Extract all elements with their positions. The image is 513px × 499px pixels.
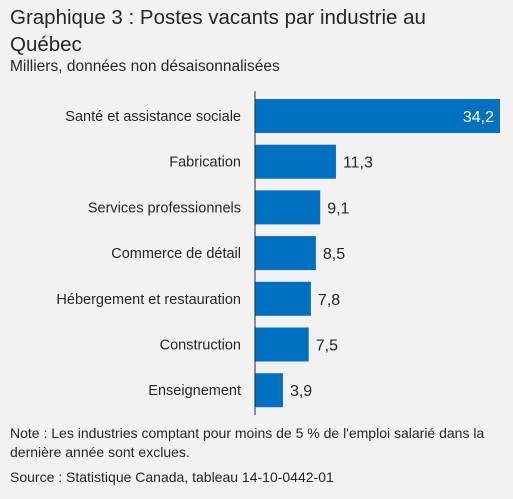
chart-subtitle: Milliers, données non désaisonnalisées (10, 58, 280, 75)
bar-chart: Santé et assistance sociale 34,2 Fabricati… (56, 91, 500, 416)
value-label: 34,2 (463, 109, 494, 126)
category-label: Santé et assistance sociale (65, 109, 241, 125)
category-label: Services professionnels (88, 200, 241, 216)
bar (255, 190, 321, 225)
category-label: Enseignement (148, 383, 241, 399)
category-label: Commerce de détail (111, 246, 241, 262)
bar (255, 327, 309, 362)
category-label: Fabrication (169, 155, 241, 171)
chart-note: Note : Les industries comptant pour moin… (10, 425, 485, 460)
bar (255, 99, 500, 133)
bar (255, 236, 316, 271)
category-label: Hébergement et restauration (56, 292, 241, 308)
value-label: 8,5 (323, 246, 345, 263)
category-label: Construction (160, 338, 241, 354)
value-label: 9,1 (327, 200, 349, 217)
bar (255, 373, 283, 408)
bar (255, 281, 311, 316)
value-label: 3,9 (290, 383, 312, 400)
value-label: 7,8 (318, 292, 340, 309)
value-label: 11,3 (343, 155, 373, 172)
bar (255, 144, 336, 179)
chart-title: Graphique 3 : Postes vacants par industr… (10, 6, 426, 56)
value-label: 7,5 (316, 338, 338, 355)
chart-source: Source : Statistique Canada, tableau 14-… (10, 469, 334, 485)
